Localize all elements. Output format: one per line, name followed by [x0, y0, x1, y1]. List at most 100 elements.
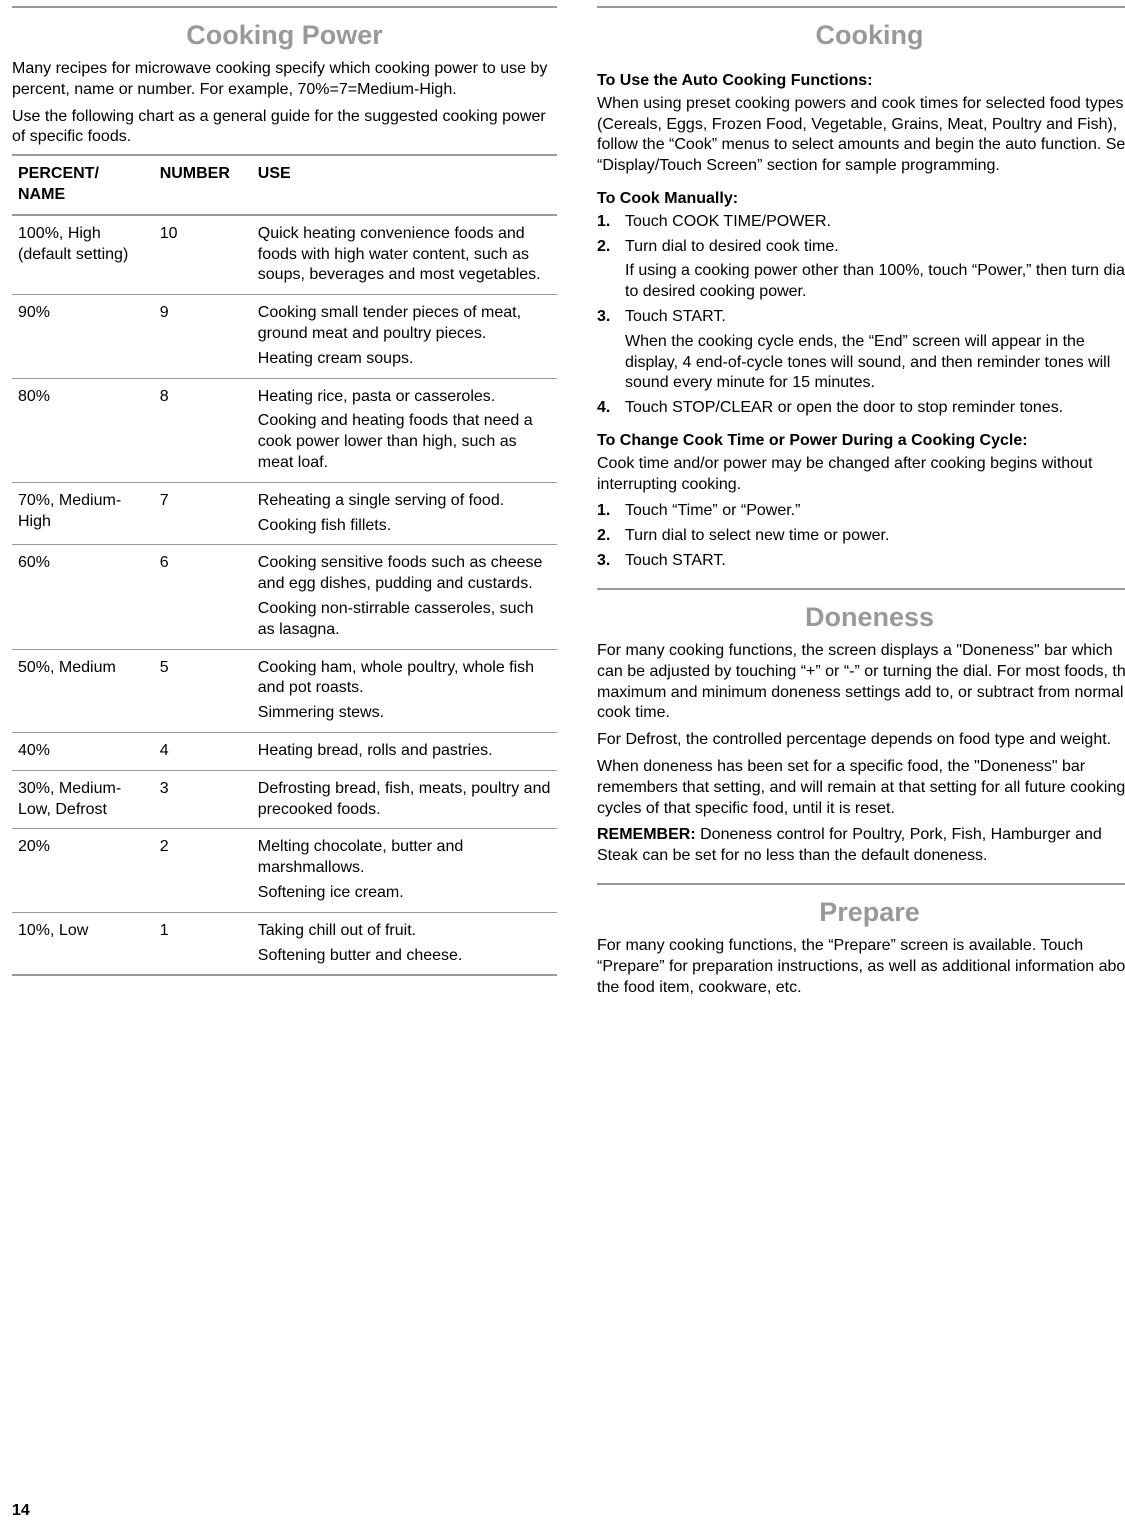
remember-label: REMEMBER: — [597, 826, 696, 843]
cell-number: 5 — [154, 649, 252, 732]
cell-number: 4 — [154, 733, 252, 771]
prepare-p1: For many cooking functions, the “Prepare… — [597, 936, 1125, 998]
use-line: Quick heating convenience foods and food… — [258, 224, 551, 286]
cell-number: 9 — [154, 295, 252, 378]
page-number: 14 — [12, 1501, 30, 1522]
doneness-p3: When doneness has been set for a specifi… — [597, 757, 1125, 819]
cell-percent-name: 70%, Medium-High — [12, 482, 154, 545]
cell-number: 10 — [154, 215, 252, 295]
table-row: 90%9Cooking small tender pieces of meat,… — [12, 295, 557, 378]
table-row: 60%6Cooking sensitive foods such as chee… — [12, 545, 557, 649]
list-item: 1.Touch COOK TIME/POWER. — [597, 212, 1125, 233]
th-number: NUMBER — [154, 155, 252, 215]
manual-cook-head: To Cook Manually: — [597, 189, 1125, 210]
doneness-p1: For many cooking functions, the screen d… — [597, 641, 1125, 724]
use-line: Simmering stews. — [258, 703, 551, 724]
left-column: Cooking Power Many recipes for microwave… — [12, 6, 557, 1004]
step-number: 4. — [597, 398, 625, 419]
step-text: Touch “Time” or “Power.” — [625, 501, 1125, 522]
cell-percent-name: 60% — [12, 545, 154, 649]
cell-percent-name: 80% — [12, 378, 154, 482]
cell-use: Cooking small tender pieces of meat, gro… — [252, 295, 557, 378]
doneness-remember: REMEMBER: Doneness control for Poultry, … — [597, 825, 1125, 867]
step-text: Touch START.When the cooking cycle ends,… — [625, 307, 1125, 394]
prepare-title: Prepare — [597, 885, 1125, 936]
cooking-power-intro-1: Many recipes for microwave cooking speci… — [12, 59, 557, 101]
cooking-power-table: PERCENT/ NAME NUMBER USE 100%, High (def… — [12, 154, 557, 976]
cell-use: Cooking ham, whole poultry, whole fish a… — [252, 649, 557, 732]
auto-cooking-head: To Use the Auto Cooking Functions: — [597, 71, 1125, 92]
cell-use: Heating rice, pasta or casseroles. Cookin… — [252, 378, 557, 482]
cooking-power-title: Cooking Power — [12, 6, 557, 59]
cooking-power-intro-2: Use the following chart as a general gui… — [12, 107, 557, 149]
table-row: 70%, Medium-High7Reheating a single serv… — [12, 482, 557, 545]
table-row: 100%, High (default setting)10Quick heat… — [12, 215, 557, 295]
use-line: Reheating a single serving of food. — [258, 491, 551, 512]
list-item: 2.Turn dial to select new time or power. — [597, 526, 1125, 547]
cell-number: 3 — [154, 770, 252, 829]
use-line: Cooking and heating foods that need a co… — [258, 411, 551, 473]
use-line: Cooking fish fillets. — [258, 516, 551, 537]
change-cook-text: Cook time and/or power may be changed af… — [597, 454, 1125, 496]
manual-steps-list: 1.Touch COOK TIME/POWER.2.Turn dial to d… — [597, 212, 1125, 419]
cell-use: Cooking sensitive foods such as cheese a… — [252, 545, 557, 649]
use-line: Softening ice cream. — [258, 883, 551, 904]
step-number: 1. — [597, 501, 625, 522]
use-line: Softening butter and cheese. — [258, 946, 551, 967]
cooking-title: Cooking — [597, 8, 1125, 59]
use-line: Cooking sensitive foods such as cheese a… — [258, 553, 551, 595]
use-line: Heating bread, rolls and pastries. — [258, 741, 551, 762]
cell-number: 6 — [154, 545, 252, 649]
step-text: Turn dial to desired cook time.If using … — [625, 237, 1125, 303]
table-row: 40%4 Heating bread, rolls and pastries. — [12, 733, 557, 771]
right-column: Cooking To Use the Auto Cooking Function… — [597, 6, 1125, 1004]
cell-number: 7 — [154, 482, 252, 545]
list-item: 1.Touch “Time” or “Power.” — [597, 501, 1125, 522]
list-item: 4.Touch STOP/CLEAR or open the door to s… — [597, 398, 1125, 419]
cell-percent-name: 30%, Medium-Low, Defrost — [12, 770, 154, 829]
list-item: 3.Touch START. — [597, 551, 1125, 572]
step-subtext: When the cooking cycle ends, the “End” s… — [625, 332, 1125, 394]
use-line: Heating cream soups. — [258, 349, 551, 370]
use-line: Taking chill out of fruit. — [258, 921, 551, 942]
step-number: 1. — [597, 212, 625, 233]
cell-use: Defrosting bread, fish, meats, poultry a… — [252, 770, 557, 829]
cell-percent-name: 20% — [12, 829, 154, 912]
step-text: Touch STOP/CLEAR or open the door to sto… — [625, 398, 1125, 419]
cell-use: Reheating a single serving of food. Cooki… — [252, 482, 557, 545]
cell-number: 2 — [154, 829, 252, 912]
cell-percent-name: 40% — [12, 733, 154, 771]
th-use: USE — [252, 155, 557, 215]
step-number: 3. — [597, 307, 625, 394]
step-text: Turn dial to select new time or power. — [625, 526, 1125, 547]
change-cook-head: To Change Cook Time or Power During a Co… — [597, 431, 1125, 452]
list-item: 3.Touch START.When the cooking cycle end… — [597, 307, 1125, 394]
table-row: 50%, Medium5Cooking ham, whole poultry, … — [12, 649, 557, 732]
change-steps-list: 1.Touch “Time” or “Power.”2.Turn dial to… — [597, 501, 1125, 571]
step-subtext: If using a cooking power other than 100%… — [625, 261, 1125, 303]
list-item: 2.Turn dial to desired cook time.If usin… — [597, 237, 1125, 303]
step-number: 2. — [597, 237, 625, 303]
cell-number: 8 — [154, 378, 252, 482]
cell-use: Quick heating convenience foods and food… — [252, 215, 557, 295]
use-line: Cooking non-stirrable casseroles, such a… — [258, 599, 551, 641]
step-number: 3. — [597, 551, 625, 572]
cell-use: Taking chill out of fruit. Softening butt… — [252, 912, 557, 975]
doneness-title: Doneness — [597, 590, 1125, 641]
cell-percent-name: 50%, Medium — [12, 649, 154, 732]
step-text: Touch START. — [625, 551, 1125, 572]
use-line: Melting chocolate, butter and marshmallo… — [258, 837, 551, 879]
use-line: Heating rice, pasta or casseroles. — [258, 387, 551, 408]
use-line: Defrosting bread, fish, meats, poultry a… — [258, 779, 551, 821]
table-row: 10%, Low1 Taking chill out of fruit. Softe… — [12, 912, 557, 975]
th-percent-name: PERCENT/ NAME — [12, 155, 154, 215]
step-number: 2. — [597, 526, 625, 547]
doneness-p2: For Defrost, the controlled percentage d… — [597, 730, 1125, 751]
cell-use: Melting chocolate, butter and marshmallo… — [252, 829, 557, 912]
cell-number: 1 — [154, 912, 252, 975]
table-row: 20%2Melting chocolate, butter and marshm… — [12, 829, 557, 912]
step-text: Touch COOK TIME/POWER. — [625, 212, 1125, 233]
auto-cooking-text: When using preset cooking powers and coo… — [597, 94, 1125, 177]
cell-percent-name: 100%, High (default setting) — [12, 215, 154, 295]
cell-percent-name: 10%, Low — [12, 912, 154, 975]
